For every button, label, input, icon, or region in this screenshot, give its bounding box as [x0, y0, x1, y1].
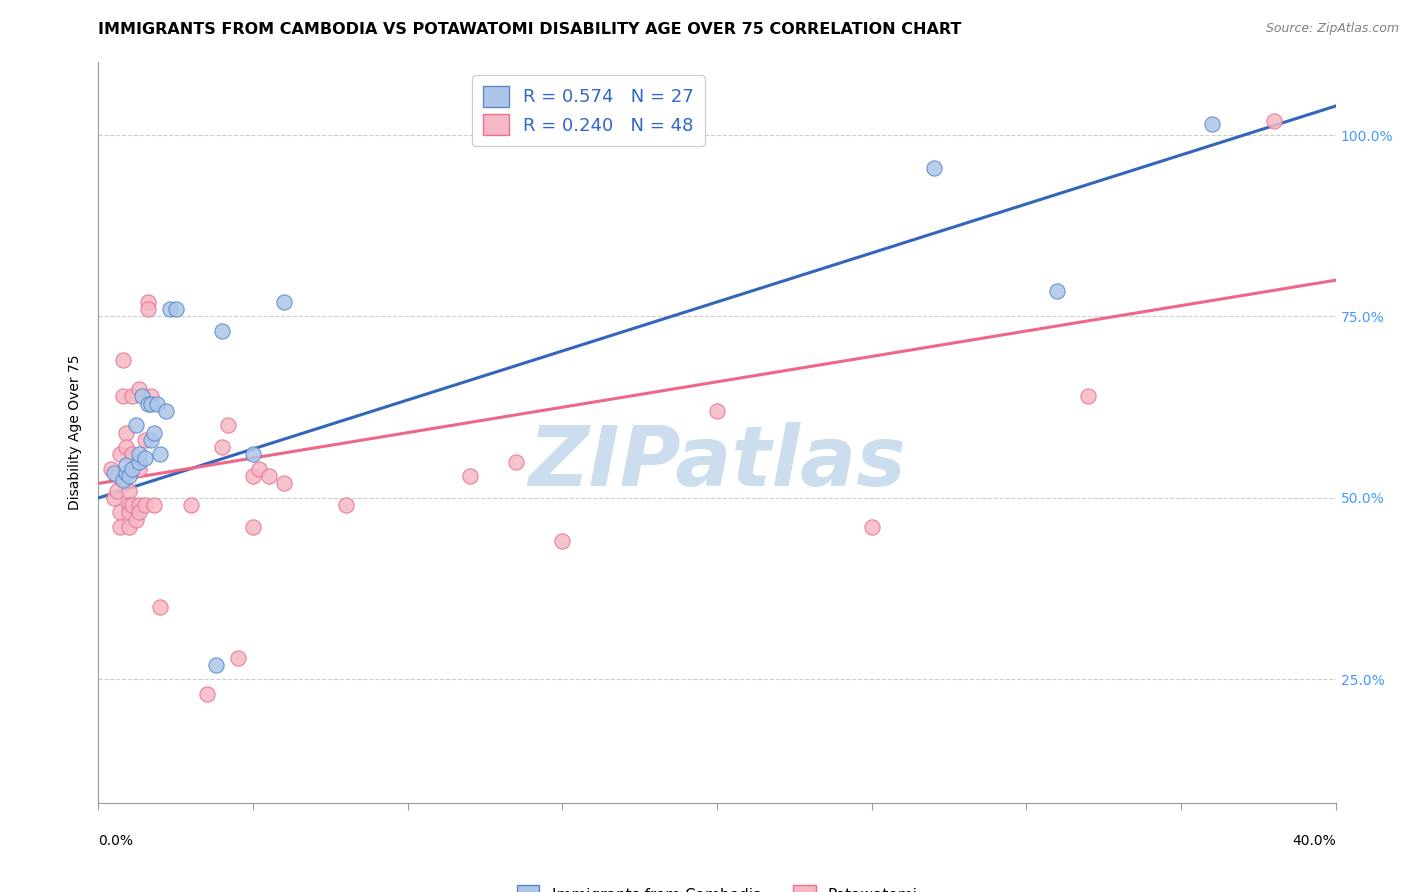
Point: [143, 498, 166, 512]
Legend: R = 0.574   N = 27, R = 0.240   N = 48: R = 0.574 N = 27, R = 0.240 N = 48: [472, 75, 704, 145]
Point: [103, 466, 125, 480]
Point: [146, 396, 169, 410]
Point: [335, 498, 357, 512]
Point: [128, 455, 150, 469]
Point: [139, 389, 162, 403]
Point: [115, 440, 138, 454]
Text: ZIPatlas: ZIPatlas: [529, 422, 905, 503]
Point: [1263, 113, 1285, 128]
Point: [706, 404, 728, 418]
Point: [128, 506, 150, 520]
Point: [134, 498, 156, 512]
Point: [211, 324, 233, 338]
Point: [242, 520, 264, 534]
Point: [105, 483, 128, 498]
Point: [131, 389, 153, 403]
Point: [108, 447, 131, 461]
Point: [1077, 389, 1099, 403]
Point: [103, 491, 125, 505]
Y-axis label: Disability Age Over 75: Disability Age Over 75: [69, 355, 83, 510]
Point: [143, 425, 166, 440]
Point: [115, 466, 138, 480]
Point: [136, 396, 159, 410]
Point: [139, 433, 162, 447]
Point: [149, 599, 172, 614]
Point: [124, 418, 146, 433]
Point: [118, 506, 141, 520]
Point: [128, 498, 150, 512]
Point: [247, 462, 270, 476]
Point: [136, 302, 159, 317]
Point: [108, 520, 131, 534]
Point: [124, 513, 146, 527]
Point: [180, 498, 202, 512]
Point: [112, 353, 135, 368]
Point: [551, 534, 574, 549]
Point: [211, 440, 233, 454]
Point: [159, 302, 181, 317]
Point: [121, 498, 143, 512]
Point: [128, 447, 150, 461]
Point: [922, 161, 945, 175]
Point: [1046, 284, 1069, 298]
Point: [860, 520, 883, 534]
Point: [155, 404, 177, 418]
Point: [128, 462, 150, 476]
Point: [139, 396, 162, 410]
Point: [136, 295, 159, 310]
Point: [128, 382, 150, 396]
Point: [1201, 117, 1223, 131]
Point: [112, 473, 135, 487]
Point: [273, 295, 295, 310]
Point: [115, 425, 138, 440]
Point: [149, 447, 172, 461]
Point: [134, 433, 156, 447]
Text: Source: ZipAtlas.com: Source: ZipAtlas.com: [1265, 22, 1399, 36]
Point: [226, 650, 249, 665]
Point: [205, 657, 228, 672]
Point: [242, 469, 264, 483]
Point: [195, 687, 218, 701]
Point: [242, 447, 264, 461]
Point: [118, 498, 141, 512]
Point: [100, 462, 122, 476]
Point: [505, 455, 527, 469]
Point: [118, 469, 141, 483]
Text: IMMIGRANTS FROM CAMBODIA VS POTAWATOMI DISABILITY AGE OVER 75 CORRELATION CHART: IMMIGRANTS FROM CAMBODIA VS POTAWATOMI D…: [98, 22, 962, 37]
Point: [458, 469, 481, 483]
Point: [121, 389, 143, 403]
Text: 0.0%: 0.0%: [98, 834, 134, 848]
Point: [108, 506, 131, 520]
Point: [165, 302, 187, 317]
Point: [134, 450, 156, 465]
Point: [112, 389, 135, 403]
Text: 40.0%: 40.0%: [1292, 834, 1336, 848]
Point: [115, 458, 138, 473]
Point: [257, 469, 280, 483]
Point: [105, 469, 128, 483]
Point: [217, 418, 239, 433]
Point: [118, 520, 141, 534]
Point: [121, 447, 143, 461]
Point: [121, 462, 143, 476]
Point: [273, 476, 295, 491]
Point: [118, 483, 141, 498]
